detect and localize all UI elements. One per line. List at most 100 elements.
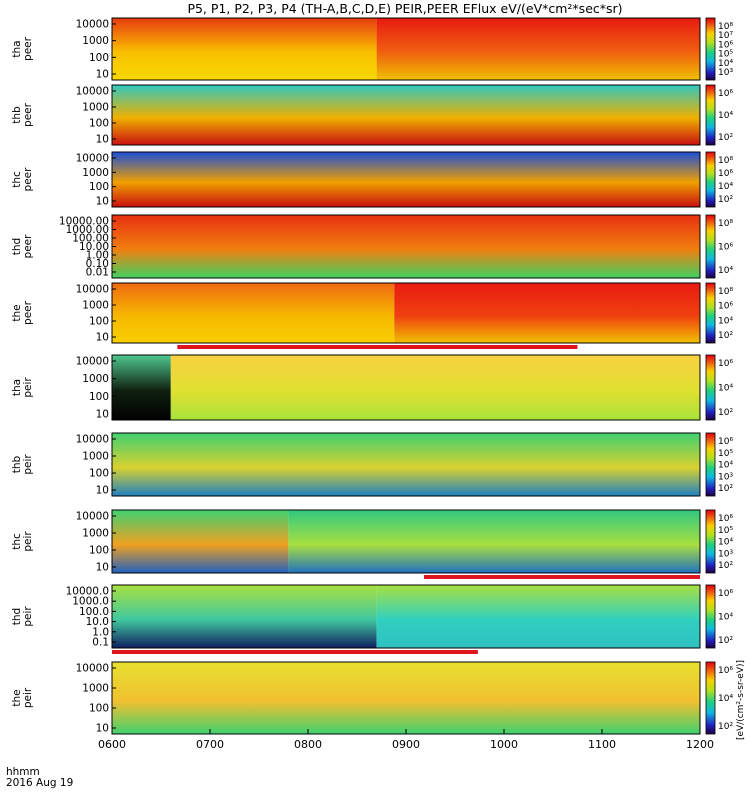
y-axis-label: peer <box>22 167 34 192</box>
x-tick-label: 0600 <box>98 738 126 751</box>
y-axis-label: peer <box>22 102 34 127</box>
panel-thc-peer: 10000 1000 100 10 thc peer 10⁸ 10⁶ 10⁴ 10² <box>11 151 733 208</box>
y-tick-label: 10 <box>96 332 109 344</box>
colorbar-tick-label: 10² <box>718 722 733 732</box>
panel-frame <box>111 84 701 146</box>
colorbar-tick-label: 10⁶ <box>718 359 733 369</box>
colorbar <box>705 584 716 649</box>
spectrogram-band <box>112 85 700 145</box>
panel-frame <box>111 432 701 497</box>
colorbar-tick-label: 10² <box>718 484 733 494</box>
y-tick-label: 1000 <box>82 451 109 463</box>
x-tick-label: 1100 <box>588 738 616 751</box>
y-axis-label: thc <box>11 533 23 550</box>
y-tick-label: 10000 <box>76 356 109 368</box>
y-axis-label: peir <box>22 454 34 475</box>
y-tick-label: 1000.00 <box>66 224 109 236</box>
colorbar <box>705 354 716 421</box>
colorbar-tick-label: 10² <box>718 636 733 646</box>
colorbar-tick-label: 10⁵ <box>718 50 733 60</box>
y-axis-label: peir <box>22 531 34 552</box>
y-tick-label: 1000 <box>82 683 109 695</box>
colorbar-tick-label: 10² <box>718 133 733 143</box>
panel-frame <box>111 17 701 81</box>
colorbar-tick-label: 10⁴ <box>718 694 733 704</box>
y-tick-label: 10.0 <box>86 616 109 628</box>
panel-frame <box>111 354 701 421</box>
y-tick-label: 10000 <box>76 663 109 675</box>
spectrogram-band <box>112 355 171 420</box>
y-tick-label: 10000 <box>76 284 109 296</box>
y-axis-label: peer <box>22 36 34 61</box>
x-tick-label: 0800 <box>294 738 322 751</box>
y-axis-label: peer <box>22 300 34 325</box>
colorbar-tick-label: 10⁴ <box>718 266 733 276</box>
spectrogram-band <box>112 283 395 343</box>
colorbar-tick-label: 10⁸ <box>718 22 733 32</box>
spectrogram-band <box>112 215 700 278</box>
y-tick-label: 1.0 <box>92 626 109 638</box>
colorbar-tick-label: 10⁶ <box>718 514 733 524</box>
y-tick-label: 1.00 <box>86 250 109 262</box>
quality-flag-bar <box>423 575 700 579</box>
y-axis-label: thb <box>11 455 23 473</box>
colorbar-tick-label: 10⁴ <box>718 182 733 192</box>
colorbar <box>705 661 716 735</box>
panel-frame <box>111 151 701 208</box>
y-tick-label: 1000 <box>82 300 109 312</box>
y-tick-label: 100 <box>89 52 109 64</box>
colorbar-tick-label: 10⁷ <box>718 31 733 41</box>
colorbar-tick-label: 10³ <box>718 68 733 78</box>
colorbar-tick-label: 10⁸ <box>718 287 733 297</box>
quality-flag-bar <box>177 345 578 349</box>
x-tick-label: 1200 <box>686 738 714 751</box>
y-tick-label: 10 <box>96 69 109 81</box>
y-tick-label: 10000 <box>76 434 109 446</box>
y-tick-label: 10 <box>96 723 109 735</box>
colorbar-tick-label: 10⁶ <box>718 169 733 179</box>
colorbar-tick-label: 10⁶ <box>718 589 733 599</box>
spectrogram-band <box>112 585 377 648</box>
y-tick-label: 0.10 <box>86 258 109 270</box>
colorbar-tick-label: 10³ <box>718 472 733 482</box>
y-axis-label: the <box>11 689 23 706</box>
y-tick-label: 10 <box>96 409 109 421</box>
colorbar <box>705 214 716 279</box>
colorbar <box>705 282 716 344</box>
colorbar-tick-label: 10² <box>718 561 733 571</box>
y-tick-label: 1000 <box>82 167 109 179</box>
colorbar-units-label: [eV/(cm²-s-sr-eV)] <box>736 660 746 740</box>
spectrogram-band <box>112 433 700 496</box>
y-tick-label: 0.1 <box>92 637 109 649</box>
y-tick-label: 1000 <box>82 373 109 385</box>
y-tick-label: 0.01 <box>86 267 109 279</box>
y-tick-label: 10000 <box>76 153 109 165</box>
colorbar-tick-label: 10⁸ <box>718 156 733 166</box>
panel-frame <box>111 509 701 574</box>
colorbar-tick-label: 10² <box>718 195 733 205</box>
y-axis-label: the <box>11 304 23 321</box>
y-tick-label: 100 <box>89 316 109 328</box>
colorbar-tick-label: 10⁶ <box>718 40 733 50</box>
time-axis: 0600 0700 0800 0900 1000 1100 1200 <box>98 729 714 751</box>
colorbar-tick-label: 10⁴ <box>718 316 733 326</box>
y-axis-label: peir <box>22 606 34 627</box>
panel-frame <box>111 584 701 649</box>
x-tick-label: 0700 <box>196 738 224 751</box>
spectrogram-band <box>288 510 700 573</box>
colorbar-tick-label: 10⁴ <box>718 461 733 471</box>
panel-tha-peir: 10000 1000 100 10 tha peir 10⁶ 10⁴ 10² <box>11 354 733 421</box>
colorbar-tick-label: 10⁸ <box>718 219 733 229</box>
y-tick-label: 100 <box>89 118 109 130</box>
y-tick-label: 10000.00 <box>59 216 109 228</box>
colorbar <box>705 432 716 497</box>
y-tick-label: 100 <box>89 181 109 193</box>
colorbar-tick-label: 10⁶ <box>718 666 733 676</box>
y-axis-label: peir <box>22 377 34 398</box>
y-tick-label: 1000 <box>82 528 109 540</box>
spectrogram-band <box>394 283 700 343</box>
y-axis-label: thd <box>11 608 23 625</box>
